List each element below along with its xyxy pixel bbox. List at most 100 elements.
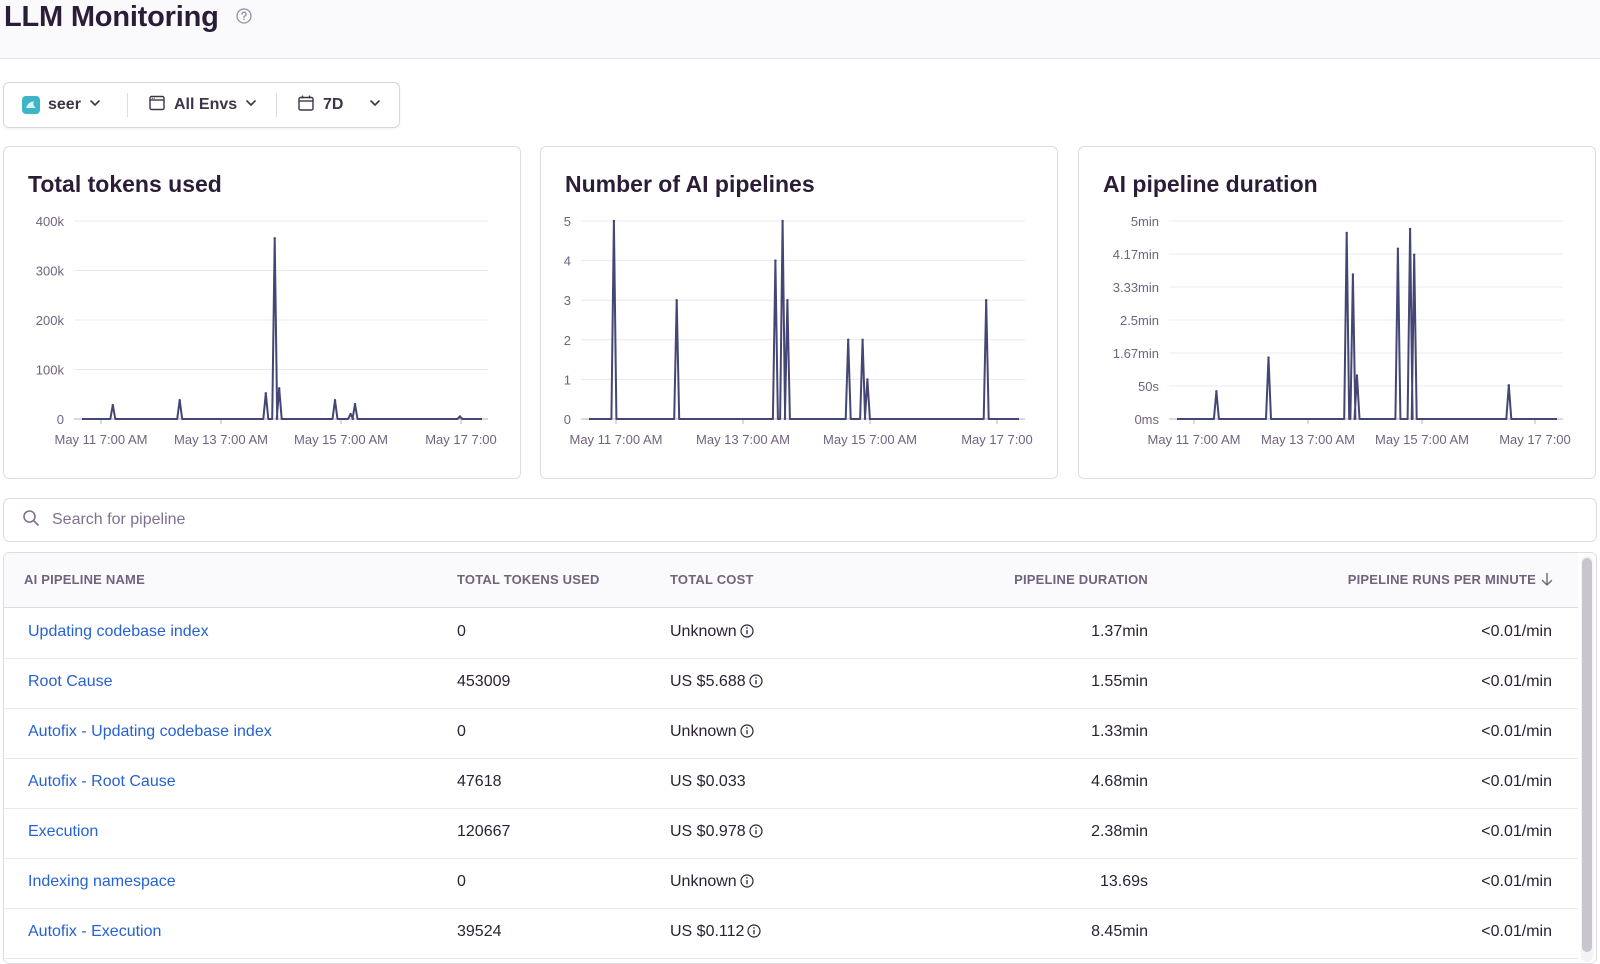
info-icon[interactable] <box>747 924 762 943</box>
total-cost-cell: US $5.688 <box>670 673 763 693</box>
total-cost-value: US $0.978 <box>670 823 746 840</box>
x-tick-label: May 13 7:00 AM <box>174 432 268 447</box>
y-tick-label: 5min <box>1131 214 1159 229</box>
pipeline-name-link[interactable]: Autofix - Updating codebase index <box>28 723 272 740</box>
page-header: LLM Monitoring <box>0 0 1600 59</box>
environment-selector[interactable]: All Envs <box>128 83 277 127</box>
x-tick-label: May 17 7:00 <box>961 432 1033 447</box>
data-point <box>612 219 616 223</box>
page-filter-bar: seer All Envs 7D <box>3 82 400 128</box>
total-tokens-cell: 120667 <box>457 823 511 840</box>
pipeline-duration-cell: 8.45min <box>1091 923 1148 940</box>
pipeline-name-link[interactable]: Indexing namespace <box>28 873 176 890</box>
data-point <box>349 412 352 416</box>
x-tick-label: May 13 7:00 AM <box>696 432 790 447</box>
pipeline-duration-cell: 2.38min <box>1091 823 1148 840</box>
pipeline-search-bar <box>3 498 1597 542</box>
info-icon[interactable] <box>749 674 763 693</box>
y-tick-label: 4.17min <box>1113 247 1159 262</box>
table-row: Updating codebase index 0 Unknown 1.37min <0… <box>4 608 1578 659</box>
y-tick-label: 300k <box>36 264 65 279</box>
y-tick-label: 2 <box>564 333 571 348</box>
column-header-cost[interactable]: TOTAL COST <box>670 572 754 587</box>
total-cost-cell: Unknown <box>670 623 754 643</box>
info-icon[interactable] <box>740 724 754 743</box>
window-icon <box>148 94 166 117</box>
total-cost-value: US $0.112 <box>670 923 745 940</box>
info-icon[interactable] <box>740 624 754 643</box>
data-point <box>1507 384 1510 387</box>
pipelines-table: AI PIPELINE NAME TOTAL TOKENS USED TOTAL… <box>3 552 1597 964</box>
data-point <box>1413 253 1416 256</box>
pipeline-search-input[interactable] <box>50 510 1454 530</box>
total-tokens-cell: 39524 <box>457 923 502 940</box>
question-circle-icon[interactable] <box>236 8 252 24</box>
runs-per-minute-cell: <0.01/min <box>1481 723 1552 740</box>
y-tick-label: 0ms <box>1134 412 1159 427</box>
x-tick-label: May 13 7:00 AM <box>1261 432 1355 447</box>
pipeline-name-link[interactable]: Root Cause <box>28 673 113 690</box>
total-cost-value: US $0.033 <box>670 773 746 790</box>
y-tick-label: 100k <box>36 363 65 378</box>
data-point <box>1267 356 1270 359</box>
data-point <box>1355 374 1359 377</box>
total-tokens-cell: 47618 <box>457 773 502 790</box>
data-point <box>273 237 276 240</box>
duration-chart[interactable]: 0ms 50s 1.67min 2.5min 3.33min 4.17min 5min May… <box>1079 147 1597 480</box>
total-cost-value: Unknown <box>670 873 737 890</box>
pipeline-name-link[interactable]: Execution <box>28 823 99 840</box>
data-point <box>861 338 864 341</box>
x-tick-label: May 15 7:00 AM <box>823 432 917 447</box>
series-line <box>589 220 1019 420</box>
column-header-duration[interactable]: PIPELINE DURATION <box>1014 572 1148 587</box>
column-header-name[interactable]: AI PIPELINE NAME <box>24 572 145 587</box>
table-row: Autofix - Updating codebase index 0 Unknow… <box>4 708 1578 759</box>
total-cost-cell: Unknown <box>670 873 754 893</box>
y-tick-label: 400k <box>36 214 65 229</box>
y-tick-label: 0 <box>57 412 64 427</box>
column-header-runs-per-minute[interactable]: PIPELINE RUNS PER MINUTE <box>1347 572 1536 587</box>
column-header-tokens[interactable]: TOTAL TOKENS USED <box>457 572 600 587</box>
page-title: LLM Monitoring <box>4 1 219 33</box>
date-range-selector[interactable]: 7D <box>277 83 397 127</box>
data-point <box>1396 247 1400 250</box>
total-cost-cell: US $0.033 <box>670 773 746 791</box>
table-row: Autofix - Root Cause 47618 US $0.033 4.68mi… <box>4 758 1578 809</box>
x-tick-label: May 11 7:00 AM <box>1148 432 1241 447</box>
y-tick-label: 200k <box>36 313 65 328</box>
y-tick-label: 2.5min <box>1120 313 1159 328</box>
runs-per-minute-cell: <0.01/min <box>1481 923 1552 940</box>
data-point <box>353 402 357 406</box>
data-point <box>111 403 115 407</box>
chart-title: Total tokens used <box>28 171 222 197</box>
y-tick-label: 1.67min <box>1113 346 1159 361</box>
table-scrollbar[interactable] <box>1581 556 1593 962</box>
project-badge-icon <box>22 96 40 114</box>
tokens-chart[interactable]: 0 100k 200k 300k 400k May 11 7:00 AM May 13 7:… <box>4 147 522 480</box>
arrow-down-icon[interactable] <box>1540 571 1554 592</box>
data-point <box>774 259 777 262</box>
info-icon[interactable] <box>740 874 754 893</box>
y-tick-label: 4 <box>564 254 571 269</box>
x-tick-label: May 15 7:00 AM <box>294 432 388 447</box>
y-tick-label: 1 <box>564 372 571 387</box>
x-tick-label: May 15 7:00 AM <box>1375 432 1469 447</box>
y-tick-label: 5 <box>564 214 571 229</box>
runs-per-minute-cell: <0.01/min <box>1481 873 1552 890</box>
pipeline-name-link[interactable]: Autofix - Execution <box>28 923 162 940</box>
total-cost-value: US $5.688 <box>670 673 746 690</box>
pipeline-name-link[interactable]: Updating codebase index <box>28 623 209 640</box>
info-icon[interactable] <box>749 824 763 843</box>
series-line <box>1177 227 1557 420</box>
scrollbar-thumb[interactable] <box>1582 558 1592 952</box>
y-tick-label: 50s <box>1138 379 1159 394</box>
data-point <box>333 399 337 402</box>
project-selector[interactable]: seer <box>4 83 128 127</box>
data-point <box>847 338 850 341</box>
environment-selector-label: All Envs <box>174 96 238 113</box>
pipelines-chart[interactable]: 0 1 2 3 4 5 May 11 7:00 AM May 13 7:00 AM May 15… <box>541 147 1059 480</box>
data-point <box>1408 227 1412 231</box>
data-point <box>1351 273 1355 276</box>
pipeline-duration-cell: 1.37min <box>1091 623 1148 640</box>
pipeline-name-link[interactable]: Autofix - Root Cause <box>28 773 176 790</box>
